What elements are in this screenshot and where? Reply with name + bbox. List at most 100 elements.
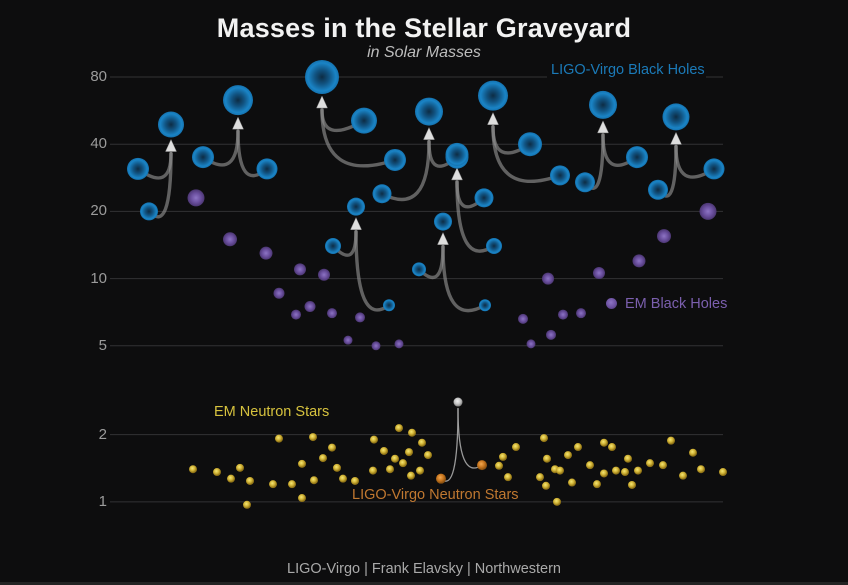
bbh-component-dot <box>383 299 395 312</box>
bbh-final-dot <box>305 60 339 94</box>
em-neutron-star-dot <box>646 459 654 468</box>
em-neutron-star-dot <box>269 480 277 489</box>
bbh-final-dot <box>347 197 365 216</box>
em-neutron-star-dot <box>574 443 582 452</box>
em-neutron-star-dot <box>586 461 594 470</box>
bbh-component-dot <box>140 202 158 221</box>
merger-curve <box>354 229 391 312</box>
merger-arrow-icon <box>670 131 682 145</box>
em-neutron-star-dot <box>370 435 378 444</box>
bns-component-dot <box>436 473 446 484</box>
bbh-final-dot <box>158 111 184 138</box>
credit-footer: LIGO-Virgo | Frank Elavsky | Northwester… <box>287 561 561 577</box>
y-axis-label: 20 <box>90 202 107 220</box>
em-black-hole-dot <box>327 308 337 319</box>
em-neutron-star-dot <box>593 480 601 489</box>
em-neutron-star-dot <box>386 465 394 474</box>
em-black-hole-legend-dot-icon <box>606 298 617 309</box>
em-neutron-star-dot <box>689 448 697 457</box>
em-black-hole-dot <box>526 339 536 349</box>
em-neutron-star-dot <box>667 436 675 445</box>
y-axis-label: 2 <box>98 425 107 443</box>
em-neutron-star-dot <box>697 465 705 474</box>
em-neutron-star-dot <box>380 446 388 455</box>
em-black-hole-dot <box>318 268 330 281</box>
em-neutron-star-dot <box>213 468 221 477</box>
merger-curve <box>380 139 431 202</box>
em-neutron-star-dot <box>189 465 197 474</box>
em-black-hole-dot <box>546 329 556 340</box>
em-black-hole-dot <box>294 263 306 276</box>
em-black-hole-dot <box>343 335 353 345</box>
bbh-final-dot <box>445 142 469 166</box>
em-neutron-star-dot <box>659 461 667 470</box>
bbh-component-dot <box>550 165 570 186</box>
bbh-final-dot <box>223 85 253 116</box>
em-neutron-star-dot <box>624 454 632 463</box>
em-neutron-star-dot <box>298 494 306 503</box>
merger-arrow-icon <box>316 95 328 109</box>
y-axis-label: 1 <box>98 492 107 510</box>
y-axis-label: 40 <box>90 135 107 153</box>
em-neutron-star-dot <box>608 443 616 452</box>
bbh-component-dot <box>351 107 377 134</box>
merger-arrow-icon <box>423 126 435 140</box>
bbh-component-dot <box>575 172 595 193</box>
data-points <box>127 60 727 509</box>
em-neutron-star-dot <box>424 451 432 460</box>
merger-arrow-icon <box>451 167 463 181</box>
bbh-final-dot <box>434 212 452 231</box>
merger-arrow-icon <box>165 138 177 152</box>
y-axis-label: 80 <box>90 68 107 85</box>
em-neutron-star-dot <box>628 480 636 489</box>
bbh-component-dot <box>648 179 668 200</box>
em-black-hole-dot <box>542 272 554 285</box>
em-neutron-star-dot <box>310 476 318 485</box>
bns-merger-curve <box>457 407 483 469</box>
merger-arrow-icon <box>487 112 499 125</box>
em-neutron-star-dot <box>369 466 377 475</box>
bbh-component-dot <box>703 158 725 180</box>
bbh-component-dot <box>372 184 392 204</box>
bbh-component-dot <box>626 146 648 169</box>
em-neutron-star-dot <box>568 478 576 487</box>
merger-arrow-icon <box>437 232 449 245</box>
em-neutron-star-dot <box>405 448 413 457</box>
bbh-component-dot <box>256 158 278 180</box>
em-neutron-star-dot <box>298 459 306 468</box>
bbh-component-dot <box>325 237 341 254</box>
em-neutron-star-dot <box>504 473 512 482</box>
em-black-hole-dot <box>223 232 237 247</box>
em-black-hole-dot <box>632 254 646 268</box>
em-black-hole-dot <box>355 312 365 323</box>
em-neutron-star-dot <box>542 481 550 490</box>
em-neutron-star-dot <box>416 466 424 475</box>
em-neutron-star-dot <box>499 452 507 461</box>
em-black-hole-dot <box>371 341 381 351</box>
em-neutron-star-dot <box>309 433 317 442</box>
em-neutron-star-dot <box>556 466 564 475</box>
bbh-final-dot <box>415 97 443 126</box>
em-neutron-star-dot <box>333 463 341 472</box>
em-neutron-star-dot <box>275 434 283 443</box>
em-black-hole-dot <box>576 308 586 319</box>
em-black-hole-dot <box>304 300 316 312</box>
y-axis-label: 5 <box>98 336 107 354</box>
chart-subtitle: in Solar Masses <box>367 44 481 61</box>
em-neutron-star-dot <box>391 454 399 463</box>
gridlines <box>110 76 723 503</box>
em-neutron-star-dot <box>536 473 544 482</box>
em-black-hole-dot <box>273 287 285 299</box>
bbh-final-dot <box>589 90 617 119</box>
em-black-hole-dot <box>291 309 301 320</box>
em-black-hole-dot <box>657 229 671 244</box>
page-title: Masses in the Stellar Graveyard <box>216 13 632 43</box>
y-axis-label: 10 <box>90 269 107 287</box>
merger-arrow-icon <box>350 217 362 230</box>
merger-arrow-icon <box>597 120 609 134</box>
merger-curve <box>455 180 496 253</box>
bbh-final-dot <box>662 103 690 131</box>
merger-arrows <box>165 95 682 245</box>
